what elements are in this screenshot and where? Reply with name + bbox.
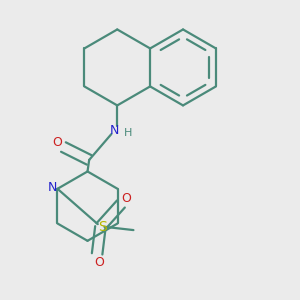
Text: S: S xyxy=(98,220,106,234)
Text: N: N xyxy=(110,124,119,137)
Text: O: O xyxy=(94,256,104,269)
Text: N: N xyxy=(48,181,57,194)
Text: O: O xyxy=(52,136,62,149)
Text: H: H xyxy=(124,128,132,138)
Text: O: O xyxy=(121,192,131,205)
